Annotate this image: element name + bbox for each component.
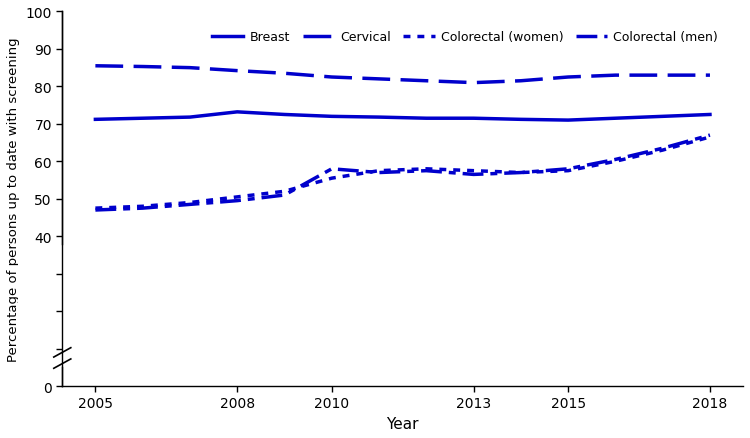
Colorectal (men) (138, 206, 147, 211)
Colorectal (men) (516, 170, 525, 176)
Colorectal (women) (138, 204, 147, 209)
Colorectal (women) (658, 148, 668, 153)
Cervical (185, 66, 194, 71)
Cervical (469, 81, 478, 86)
Cervical (138, 65, 147, 70)
Colorectal (men) (374, 170, 383, 176)
Cervical (280, 71, 289, 77)
Legend: Breast, Cervical, Colorectal (women), Colorectal (men): Breast, Cervical, Colorectal (women), Co… (207, 26, 723, 49)
Colorectal (men) (658, 146, 668, 152)
Breast (564, 118, 573, 124)
Cervical (374, 77, 383, 82)
Cervical (91, 64, 100, 69)
Bar (18, 244, 56, 367)
Breast (422, 117, 430, 122)
Cervical (516, 79, 525, 84)
Colorectal (women) (280, 189, 289, 194)
Breast (138, 117, 147, 122)
Colorectal (women) (374, 169, 383, 174)
Colorectal (men) (422, 169, 430, 174)
Line: Colorectal (men): Colorectal (men) (95, 136, 710, 211)
Colorectal (men) (564, 167, 573, 172)
Breast (327, 114, 336, 120)
Colorectal (women) (185, 201, 194, 206)
Colorectal (men) (327, 167, 336, 172)
Colorectal (women) (516, 170, 525, 176)
Colorectal (men) (611, 157, 620, 162)
Colorectal (women) (422, 167, 430, 172)
Y-axis label: Percentage of persons up to date with screening: Percentage of persons up to date with sc… (7, 37, 20, 361)
Breast (469, 117, 478, 122)
Cervical (564, 75, 573, 81)
Cervical (658, 73, 668, 78)
Breast (706, 113, 715, 118)
Colorectal (women) (327, 176, 336, 181)
Colorectal (women) (91, 206, 100, 211)
Breast (280, 113, 289, 118)
Cervical (232, 69, 242, 74)
X-axis label: Year: Year (386, 416, 419, 431)
Line: Cervical: Cervical (95, 67, 710, 83)
Colorectal (women) (611, 159, 620, 165)
Breast (611, 117, 620, 122)
Cervical (706, 73, 715, 78)
Colorectal (women) (469, 169, 478, 174)
Cervical (422, 79, 430, 84)
Breast (516, 117, 525, 123)
Colorectal (women) (706, 135, 715, 140)
Line: Colorectal (women): Colorectal (women) (95, 138, 710, 208)
Breast (658, 114, 668, 120)
Breast (232, 110, 242, 115)
Colorectal (men) (706, 133, 715, 138)
Breast (185, 115, 194, 120)
Cervical (327, 75, 336, 81)
Colorectal (women) (232, 195, 242, 200)
Cervical (611, 73, 620, 78)
Breast (374, 115, 383, 120)
Breast (91, 117, 100, 123)
Colorectal (women) (564, 169, 573, 174)
Colorectal (men) (185, 202, 194, 208)
Colorectal (men) (280, 193, 289, 198)
Colorectal (men) (91, 208, 100, 213)
Colorectal (men) (232, 198, 242, 204)
Line: Breast: Breast (95, 113, 710, 121)
Colorectal (men) (469, 173, 478, 178)
